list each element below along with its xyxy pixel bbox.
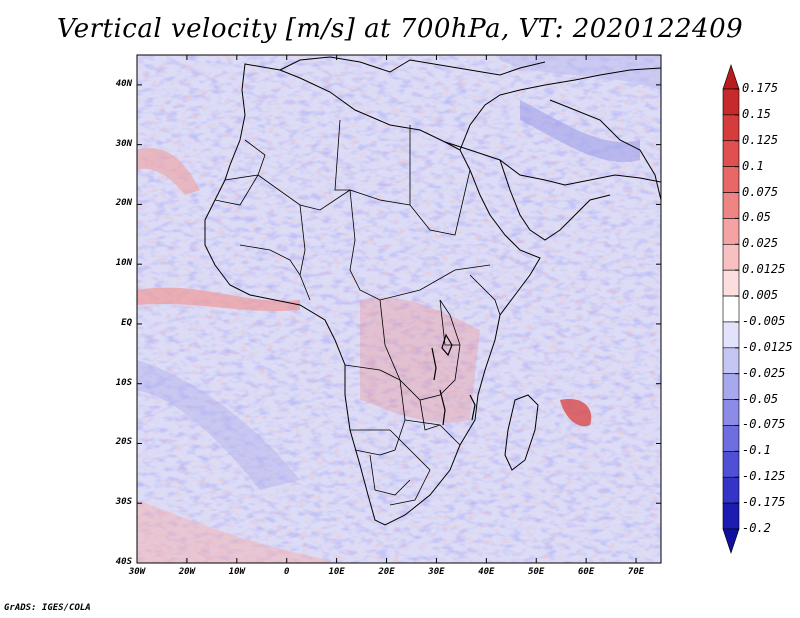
colorbar-swatch-8 [722, 269, 740, 297]
colorbar-swatch-10 [722, 321, 740, 349]
lon-label-3: 0 [283, 567, 290, 577]
colorbar-swatch-17 [722, 502, 740, 530]
lat-label-4: EQ [121, 317, 132, 328]
footer-credit: GrADS: IGES/COLA [4, 603, 91, 613]
lon-label-10: 70E [627, 567, 645, 577]
colorbar-swatch-2 [722, 114, 740, 142]
colorbar-swatch-9 [722, 295, 740, 323]
map-title: Vertical velocity [m/s] at 700hPa, VT: 2… [56, 14, 744, 44]
lat-label-3: 10N [115, 258, 132, 269]
colorbar-label-3: 0.1 [742, 158, 764, 173]
colorbar [722, 64, 740, 554]
colorbar-label-11: -0.025 [742, 365, 786, 380]
lon-label-1: 20W [178, 567, 196, 577]
colorbar-swatch-5 [722, 192, 740, 219]
coastlines [204, 56, 661, 526]
lat-label-0: 40N [115, 78, 132, 89]
lat-label-8: 40S [115, 557, 132, 567]
lon-label-2: 10W [228, 567, 245, 577]
colorbar-swatch-1 [722, 88, 740, 116]
colorbar-label-16: -0.175 [742, 495, 786, 510]
colorbar-swatch-13 [722, 399, 740, 426]
plot-frame [136, 54, 662, 564]
lat-label-2: 20N [115, 198, 132, 209]
lat-label-1: 30N [115, 138, 132, 149]
lat-label-6: 20S [115, 437, 132, 448]
colorbar-label-12: -0.05 [742, 391, 779, 406]
colorbar-label-15: -0.125 [742, 469, 786, 484]
colorbar-label-4: 0.075 [742, 184, 779, 199]
lon-label-9: 60E [578, 567, 595, 577]
colorbar-label-13: -0.075 [742, 417, 786, 432]
country-borders [214, 119, 501, 506]
velocity-field [137, 55, 661, 563]
lat-label-5: 10S [115, 377, 132, 388]
lon-label-6: 30E [428, 567, 445, 577]
axis-ticks [136, 55, 661, 564]
colorbar-label-6: 0.025 [742, 236, 779, 251]
lakes [431, 333, 476, 426]
lon-label-4: 10E [328, 567, 345, 577]
colorbar-label-10: -0.0125 [742, 339, 793, 354]
colorbar-label-9: -0.005 [742, 313, 786, 328]
colorbar-swatch-0 [722, 64, 740, 90]
colorbar-swatch-14 [722, 425, 740, 452]
lon-label-7: 40E [478, 567, 495, 577]
colorbar-label-5: 0.05 [742, 210, 771, 225]
colorbar-label-8: 0.005 [742, 288, 779, 303]
colorbar-swatch-3 [722, 140, 740, 167]
colorbar-label-1: 0.15 [742, 106, 771, 121]
colorbar-swatch-16 [722, 476, 740, 504]
colorbar-label-7: 0.0125 [742, 262, 786, 277]
colorbar-swatch-7 [722, 243, 740, 271]
colorbar-swatch-11 [722, 347, 740, 375]
lat-label-7: 30S [115, 497, 132, 508]
colorbar-label-17: -0.2 [742, 521, 771, 535]
colorbar-swatch-12 [722, 373, 740, 400]
colorbar-label-14: -0.1 [742, 443, 771, 458]
colorbar-label-0: 0.175 [742, 81, 779, 95]
colorbar-swatch-18 [722, 528, 740, 554]
colorbar-swatch-4 [722, 166, 740, 193]
colorbar-swatch-15 [722, 451, 740, 478]
colorbar-swatch-6 [722, 218, 740, 245]
lon-label-5: 20E [378, 567, 395, 577]
lon-label-0: 30W [128, 567, 146, 577]
colorbar-label-2: 0.125 [742, 132, 779, 147]
lon-label-8: 50E [528, 567, 545, 577]
